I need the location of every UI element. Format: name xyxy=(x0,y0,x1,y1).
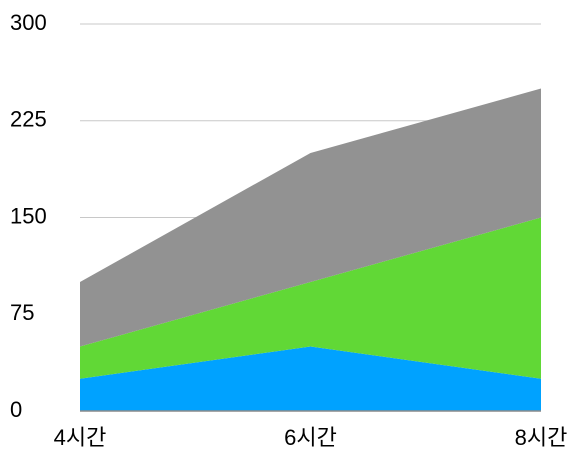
y-tick-label: 75 xyxy=(10,300,34,325)
area xyxy=(80,88,541,347)
area xyxy=(80,217,541,379)
y-tick-label: 225 xyxy=(10,107,47,132)
y-tick-label: 300 xyxy=(10,10,47,35)
x-tick-label: 6시간 xyxy=(284,425,337,450)
y-tick-label: 0 xyxy=(10,397,22,422)
y-tick-label: 150 xyxy=(10,203,47,228)
x-tick-label: 8시간 xyxy=(515,425,568,450)
x-tick-label: 4시간 xyxy=(54,425,107,450)
